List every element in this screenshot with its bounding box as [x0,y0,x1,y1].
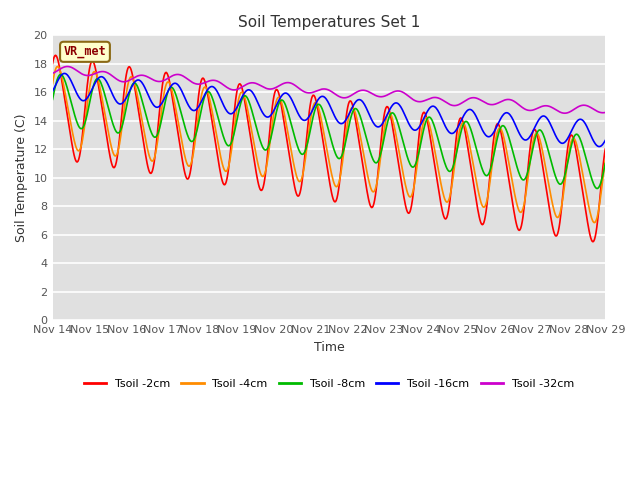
Line: Tsoil -2cm: Tsoil -2cm [52,55,605,242]
Tsoil -16cm [172,81,180,86]
Tsoil -4cm [116,137,124,143]
Tsoil -16cm [59,71,67,77]
Tsoil -16cm [413,127,420,132]
Tsoil -2cm [52,52,60,58]
Tsoil -16cm [202,90,209,96]
Title: Soil Temperatures Set 1: Soil Temperatures Set 1 [237,15,420,30]
Tsoil -4cm [602,158,609,164]
Tsoil -2cm [60,87,67,93]
Tsoil -2cm [602,146,609,152]
Text: VR_met: VR_met [63,45,106,58]
Tsoil -8cm [49,96,56,102]
Tsoil -32cm [116,78,124,84]
Tsoil -32cm [602,109,609,115]
Line: Tsoil -32cm: Tsoil -32cm [52,67,605,113]
Tsoil -4cm [591,220,598,226]
Y-axis label: Soil Temperature (C): Soil Temperature (C) [15,113,28,242]
Line: Tsoil -16cm: Tsoil -16cm [52,73,605,146]
Tsoil -8cm [413,157,420,163]
Line: Tsoil -4cm: Tsoil -4cm [52,67,605,223]
Tsoil -2cm [172,120,180,125]
Tsoil -16cm [595,144,603,149]
Tsoil -8cm [202,91,209,97]
Tsoil -16cm [60,71,68,76]
Tsoil -2cm [413,154,420,159]
Tsoil -8cm [602,161,609,167]
Tsoil -4cm [202,84,209,90]
Tsoil -4cm [413,164,420,169]
Line: Tsoil -8cm: Tsoil -8cm [52,74,605,189]
Tsoil -32cm [49,71,56,76]
Tsoil -32cm [561,110,568,116]
Tsoil -4cm [397,158,404,164]
Legend: Tsoil -2cm, Tsoil -4cm, Tsoil -8cm, Tsoil -16cm, Tsoil -32cm: Tsoil -2cm, Tsoil -4cm, Tsoil -8cm, Tsoi… [79,374,579,393]
Tsoil -32cm [202,80,209,85]
Tsoil -4cm [54,64,62,70]
Tsoil -8cm [60,74,67,80]
Tsoil -16cm [602,138,609,144]
Tsoil -32cm [59,65,67,71]
Tsoil -2cm [589,239,596,245]
Tsoil -4cm [49,81,56,87]
Tsoil -32cm [172,72,180,77]
Tsoil -32cm [63,64,71,70]
Tsoil -16cm [116,101,124,107]
Tsoil -2cm [202,81,209,86]
Tsoil -8cm [593,186,600,192]
X-axis label: Time: Time [314,340,344,354]
Tsoil -2cm [116,129,124,134]
Tsoil -2cm [397,175,404,181]
Tsoil -8cm [57,72,65,77]
Tsoil -16cm [397,104,404,110]
Tsoil -8cm [172,93,180,99]
Tsoil -16cm [49,88,56,94]
Tsoil -4cm [172,109,180,115]
Tsoil -32cm [397,88,404,94]
Tsoil -32cm [413,98,420,104]
Tsoil -8cm [116,128,124,134]
Tsoil -2cm [49,61,56,67]
Tsoil -8cm [397,131,404,136]
Tsoil -4cm [60,81,67,86]
